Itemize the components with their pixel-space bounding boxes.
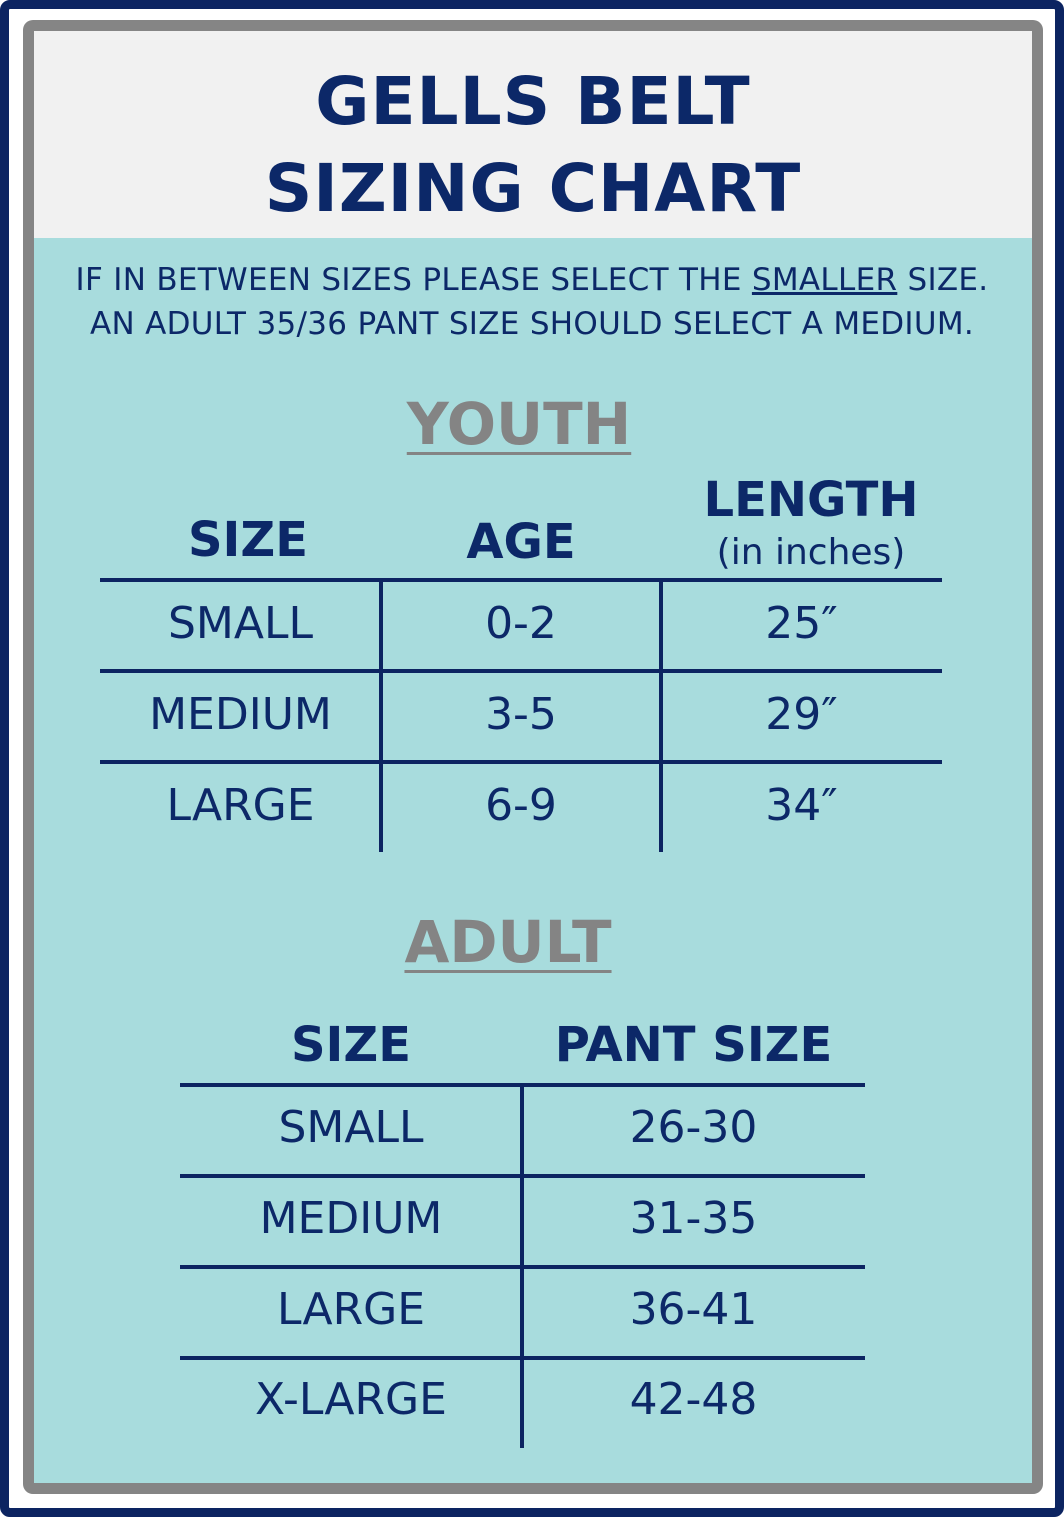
adult-row-2-size: MEDIUM xyxy=(259,1193,443,1244)
adult-row-2-pant: 31-35 xyxy=(629,1193,758,1244)
title-line-1: GELLS BELT xyxy=(315,63,751,140)
divider xyxy=(100,669,942,673)
note-text-end: SIZE. xyxy=(897,262,989,298)
youth-header-size: SIZE xyxy=(187,512,309,568)
adult-row-1-pant: 26-30 xyxy=(629,1102,758,1153)
youth-row-1-size: SMALL xyxy=(167,598,314,649)
note-line-1: IF IN BETWEEN SIZES PLEASE SELECT THE SM… xyxy=(0,262,1064,298)
youth-header-age: AGE xyxy=(466,514,576,570)
divider xyxy=(379,580,383,852)
youth-row-2-size: MEDIUM xyxy=(149,689,332,740)
note-emphasis: SMALLER xyxy=(751,262,898,298)
adult-row-3-pant: 36-41 xyxy=(629,1284,758,1335)
adult-row-3-size: LARGE xyxy=(276,1284,426,1335)
youth-row-2-length: 29″ xyxy=(765,689,838,740)
youth-row-1-age: 0-2 xyxy=(485,598,557,649)
youth-header-length-unit: (in inches) xyxy=(716,532,906,573)
youth-row-3-age: 6-9 xyxy=(485,780,557,831)
note-line-2: AN ADULT 35/36 PANT SIZE SHOULD SELECT A… xyxy=(89,306,975,342)
youth-row-3-size: LARGE xyxy=(166,780,315,831)
youth-row-1-length: 25″ xyxy=(765,598,838,649)
youth-row-3-length: 34″ xyxy=(765,780,838,831)
youth-heading: YOUTH xyxy=(406,390,632,458)
adult-row-4-size: X-LARGE xyxy=(255,1374,447,1425)
adult-row-4-pant: 42-48 xyxy=(629,1374,758,1425)
adult-header-pant: PANT SIZE xyxy=(554,1017,833,1073)
youth-row-2-age: 3-5 xyxy=(485,689,557,740)
divider xyxy=(100,578,942,582)
youth-header-length: LENGTH xyxy=(703,472,919,528)
divider xyxy=(100,760,942,764)
note-text: IF IN BETWEEN SIZES PLEASE SELECT THE xyxy=(75,262,752,298)
chart-panel: GELLS BELT SIZING CHART xyxy=(23,20,1043,1494)
divider xyxy=(520,1085,524,1448)
adult-heading: ADULT xyxy=(404,908,612,976)
divider xyxy=(659,580,663,852)
adult-header-size: SIZE xyxy=(290,1017,412,1073)
adult-row-1-size: SMALL xyxy=(278,1102,424,1153)
header: GELLS BELT SIZING CHART xyxy=(34,31,1032,238)
title-line-2: SIZING CHART xyxy=(264,150,802,227)
